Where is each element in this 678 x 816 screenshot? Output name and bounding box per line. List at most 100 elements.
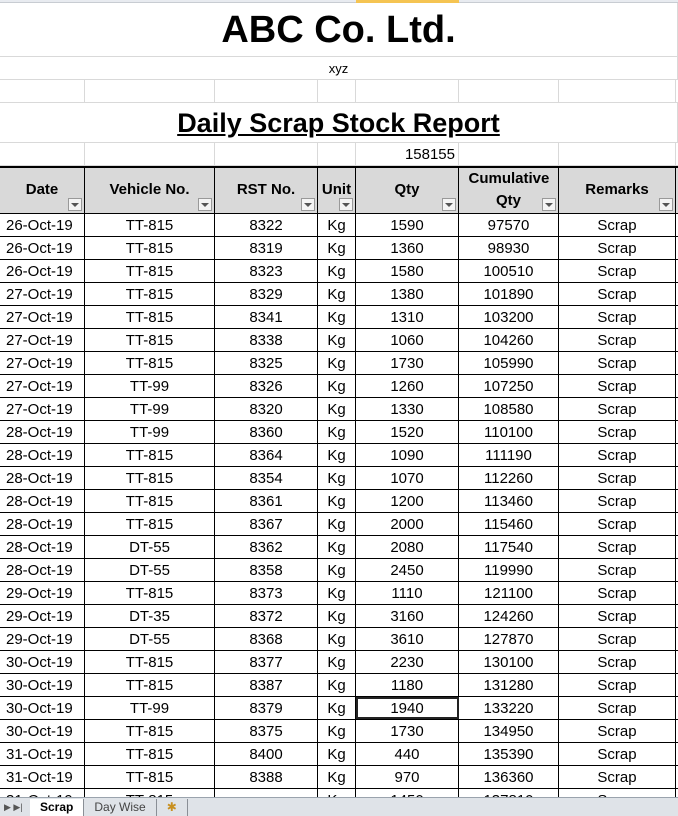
cell-rst-no[interactable]: 8325 <box>215 352 318 374</box>
cell-unit[interactable]: Kg <box>318 789 356 797</box>
cell-unit[interactable]: Kg <box>318 651 356 673</box>
cell-cumulative-qty[interactable]: 133220 <box>459 697 559 719</box>
cell-vehicle-no[interactable]: TT-815 <box>85 352 215 374</box>
cell-cumulative-qty[interactable]: 130100 <box>459 651 559 673</box>
cell-date[interactable]: 29-Oct-19 <box>0 605 85 627</box>
cell-vehicle-no[interactable]: TT-99 <box>85 375 215 397</box>
cell-date[interactable]: 26-Oct-19 <box>0 237 85 259</box>
cell-remarks[interactable]: Scrap <box>559 651 676 673</box>
cell-unit[interactable]: Kg <box>318 490 356 512</box>
cell-rst-no[interactable]: 8375 <box>215 720 318 742</box>
header-vehicle-no[interactable]: Vehicle No. <box>85 168 215 213</box>
cell-remarks[interactable]: Scrap <box>559 674 676 696</box>
cell-unit[interactable]: Kg <box>318 329 356 351</box>
cell-rst-no[interactable]: 8326 <box>215 375 318 397</box>
cell-vehicle-no[interactable]: TT-815 <box>85 513 215 535</box>
cell-qty[interactable]: 970 <box>356 766 459 788</box>
cell-qty[interactable]: 1730 <box>356 352 459 374</box>
cell-qty[interactable]: 2450 <box>356 559 459 581</box>
cell-cumulative-qty[interactable]: 117540 <box>459 536 559 558</box>
cell-unit[interactable]: Kg <box>318 398 356 420</box>
cell-vehicle-no[interactable]: DT-55 <box>85 628 215 650</box>
cell-cumulative-qty[interactable]: 121100 <box>459 582 559 604</box>
header-rst-no[interactable]: RST No. <box>215 168 318 213</box>
cell-remarks[interactable]: Scrap <box>559 536 676 558</box>
cell-remarks[interactable]: Scrap <box>559 789 676 797</box>
cell-rst-no[interactable]: 8361 <box>215 490 318 512</box>
cell-cumulative-qty[interactable]: 119990 <box>459 559 559 581</box>
cell-cumulative-qty[interactable]: 111190 <box>459 444 559 466</box>
tab-scrap[interactable]: Scrap <box>30 798 85 816</box>
cell-remarks[interactable]: Scrap <box>559 628 676 650</box>
cell-cumulative-qty[interactable]: 115460 <box>459 513 559 535</box>
cell-rst-no[interactable]: 8388 <box>215 766 318 788</box>
cell-vehicle-no[interactable]: TT-815 <box>85 651 215 673</box>
cell-cumulative-qty[interactable]: 103200 <box>459 306 559 328</box>
cell-vehicle-no[interactable]: TT-815 <box>85 237 215 259</box>
header-qty[interactable]: Qty <box>356 168 459 213</box>
cell-qty[interactable]: 1360 <box>356 237 459 259</box>
cell-qty[interactable]: 1730 <box>356 720 459 742</box>
cell-unit[interactable]: Kg <box>318 582 356 604</box>
cell-unit[interactable]: Kg <box>318 352 356 374</box>
subtitle[interactable]: xyz <box>0 57 678 80</box>
cell-remarks[interactable]: Scrap <box>559 766 676 788</box>
cell-vehicle-no[interactable]: TT-815 <box>85 582 215 604</box>
cell-rst-no[interactable]: 8400 <box>215 743 318 765</box>
cell-qty[interactable]: 1940 <box>356 697 459 719</box>
cell-date[interactable]: 30-Oct-19 <box>0 651 85 673</box>
cell-rst-no[interactable]: 8368 <box>215 628 318 650</box>
filter-dropdown-icon[interactable] <box>659 198 673 211</box>
cell-rst-no[interactable]: 8379 <box>215 697 318 719</box>
cell-rst-no[interactable]: 8372 <box>215 605 318 627</box>
cell-qty[interactable]: 1330 <box>356 398 459 420</box>
cell-date[interactable]: 28-Oct-19 <box>0 444 85 466</box>
cell-rst-no[interactable]: 8373 <box>215 582 318 604</box>
cell-vehicle-no[interactable]: TT-815 <box>85 467 215 489</box>
cell-unit[interactable]: Kg <box>318 743 356 765</box>
report-title[interactable]: Daily Scrap Stock Report <box>0 103 678 143</box>
cell-remarks[interactable]: Scrap <box>559 375 676 397</box>
cell-rst-no[interactable]: 8341 <box>215 306 318 328</box>
cell-unit[interactable]: Kg <box>318 444 356 466</box>
cell-vehicle-no[interactable]: TT-815 <box>85 260 215 282</box>
cell-remarks[interactable]: Scrap <box>559 237 676 259</box>
cell-date[interactable]: 27-Oct-19 <box>0 375 85 397</box>
cell-date[interactable]: 31-Oct-19 <box>0 789 85 797</box>
cell-rst-no[interactable]: 8362 <box>215 536 318 558</box>
cell-remarks[interactable]: Scrap <box>559 513 676 535</box>
cell-remarks[interactable]: Scrap <box>559 582 676 604</box>
cell-remarks[interactable]: Scrap <box>559 467 676 489</box>
cell-remarks[interactable]: Scrap <box>559 559 676 581</box>
cell-rst-no[interactable]: 8338 <box>215 329 318 351</box>
filter-dropdown-icon[interactable] <box>198 198 212 211</box>
cell-cumulative-qty[interactable]: 105990 <box>459 352 559 374</box>
cell-rst-no[interactable]: 8323 <box>215 260 318 282</box>
cell-date[interactable]: 27-Oct-19 <box>0 352 85 374</box>
cell-unit[interactable]: Kg <box>318 513 356 535</box>
header-date[interactable]: Date <box>0 168 85 213</box>
cell-vehicle-no[interactable]: TT-815 <box>85 490 215 512</box>
insert-sheet-icon[interactable]: ✱ <box>157 798 188 816</box>
cell-date[interactable]: 28-Oct-19 <box>0 490 85 512</box>
filter-dropdown-icon[interactable] <box>442 198 456 211</box>
cell-vehicle-no[interactable]: TT-99 <box>85 697 215 719</box>
cell-date[interactable]: 26-Oct-19 <box>0 214 85 236</box>
cell-vehicle-no[interactable]: TT-815 <box>85 444 215 466</box>
cell-vehicle-no[interactable]: TT-99 <box>85 398 215 420</box>
cell-rst-no[interactable]: 8322 <box>215 214 318 236</box>
cell-remarks[interactable]: Scrap <box>559 214 676 236</box>
cell-unit[interactable]: Kg <box>318 237 356 259</box>
cell-remarks[interactable]: Scrap <box>559 352 676 374</box>
cell-remarks[interactable]: Scrap <box>559 260 676 282</box>
cell-rst-no[interactable]: 8387 <box>215 674 318 696</box>
cell-vehicle-no[interactable]: DT-55 <box>85 536 215 558</box>
cell-remarks[interactable]: Scrap <box>559 421 676 443</box>
cell-qty[interactable]: 1110 <box>356 582 459 604</box>
cell-remarks[interactable]: Scrap <box>559 697 676 719</box>
cell-vehicle-no[interactable]: TT-815 <box>85 789 215 797</box>
cell-unit[interactable]: Kg <box>318 697 356 719</box>
cell-cumulative-qty[interactable]: 100510 <box>459 260 559 282</box>
cell-qty[interactable]: 1590 <box>356 214 459 236</box>
cell-vehicle-no[interactable]: DT-35 <box>85 605 215 627</box>
